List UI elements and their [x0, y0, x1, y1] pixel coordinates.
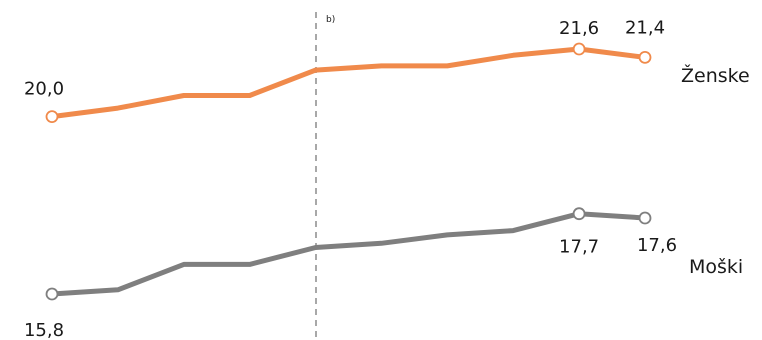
data-value-label: 20,0	[24, 79, 64, 100]
data-value-label: 21,6	[559, 18, 599, 39]
data-point-marker	[638, 51, 652, 64]
series-lines	[49, 46, 648, 297]
data-labels: 20,0 21,6 21,4 15,8 17,7 17,6	[24, 17, 677, 340]
data-point-marker	[45, 287, 59, 301]
series-markers	[45, 42, 652, 301]
data-point-marker	[638, 211, 652, 225]
data-point-marker	[572, 42, 586, 56]
series-line-zenske	[49, 46, 648, 120]
series-label-zenske: Ženske	[681, 64, 750, 87]
data-point-marker	[572, 207, 586, 221]
data-value-label: 21,4	[625, 17, 665, 38]
data-value-label: 15,8	[24, 320, 64, 340]
data-value-label: 17,6	[637, 235, 677, 256]
series-line-moski	[49, 211, 648, 297]
series-break-note: b)	[326, 15, 335, 25]
data-value-label: 17,7	[559, 237, 599, 258]
data-point-marker	[45, 110, 59, 123]
series-label-moski: Moški	[689, 256, 743, 278]
